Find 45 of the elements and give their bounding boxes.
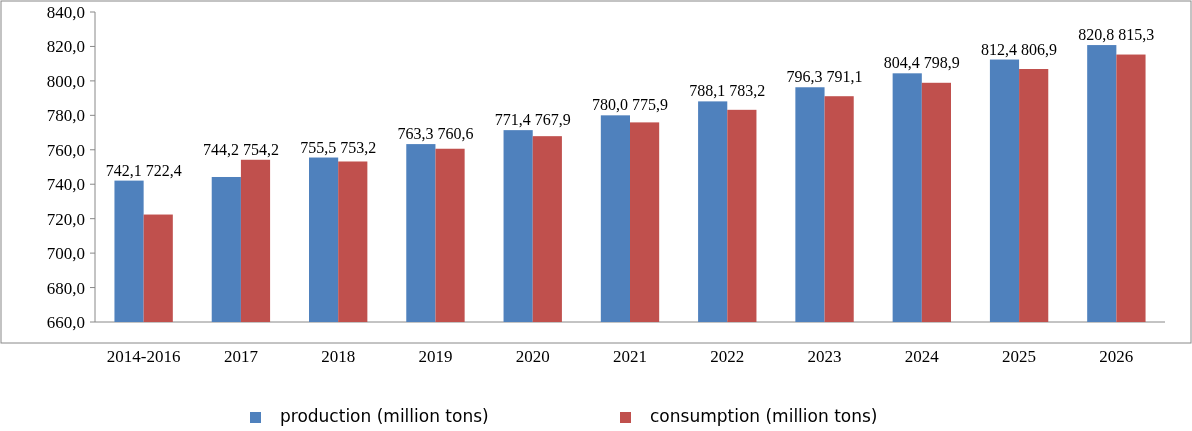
y-tick-label: 700,0 [46,244,85,264]
data-label: 780,0 [592,96,628,114]
data-label: 763,3 [397,125,434,143]
y-tick-label: 660,0 [46,312,85,332]
x-tick-label: 2017 [223,347,259,366]
data-label: 804,4 [883,54,920,72]
x-tick-label: 2025 [1002,347,1037,366]
data-label: 754,2 [242,140,279,158]
data-label: 812,4 [981,40,1018,58]
data-label: 775,9 [632,96,668,114]
x-tick-label: 2022 [710,347,745,366]
x-tick-label: 2014-2016 [106,347,181,366]
data-label: 760,6 [437,125,474,143]
data-label: 806,9 [1021,40,1058,58]
data-label: 798,9 [923,54,960,72]
data-label: 788,1 [689,82,726,100]
data-label: 815,3 [1118,26,1155,44]
x-tick-label: 2020 [515,347,550,366]
y-tick-label: 680,0 [46,278,85,298]
x-tick-label: 2018 [321,347,356,366]
data-label: 753,2 [340,138,377,156]
y-tick-label: 740,0 [46,175,85,195]
x-tick-label: 2024 [904,347,940,366]
x-tick-label: 2023 [807,347,842,366]
x-tick-label: 2026 [1099,347,1134,366]
y-tick-label: 780,0 [46,106,85,126]
y-tick-label: 720,0 [46,209,85,229]
data-label: 744,2 [202,140,239,158]
data-label: 783,2 [729,82,766,100]
y-tick-label: 760,0 [46,140,85,160]
x-tick-label: 2021 [613,347,647,366]
data-label: 820,8 [1078,26,1115,44]
y-tick-label: 840,0 [46,2,85,22]
legend-label: production (million tons) [280,406,489,426]
y-tick-label: 800,0 [46,71,85,91]
data-label: 791,1 [826,68,863,86]
data-label: 767,9 [534,111,571,129]
y-tick-label: 820,0 [46,37,85,57]
data-label: 722,4 [145,161,182,179]
data-label: 771,4 [494,111,531,129]
x-tick-label: 2019 [418,347,453,366]
data-label: 796,3 [786,68,823,86]
data-label: 755,5 [300,138,337,156]
legend-label: consumption (million tons) [650,406,878,426]
data-label: 742,1 [105,161,142,179]
